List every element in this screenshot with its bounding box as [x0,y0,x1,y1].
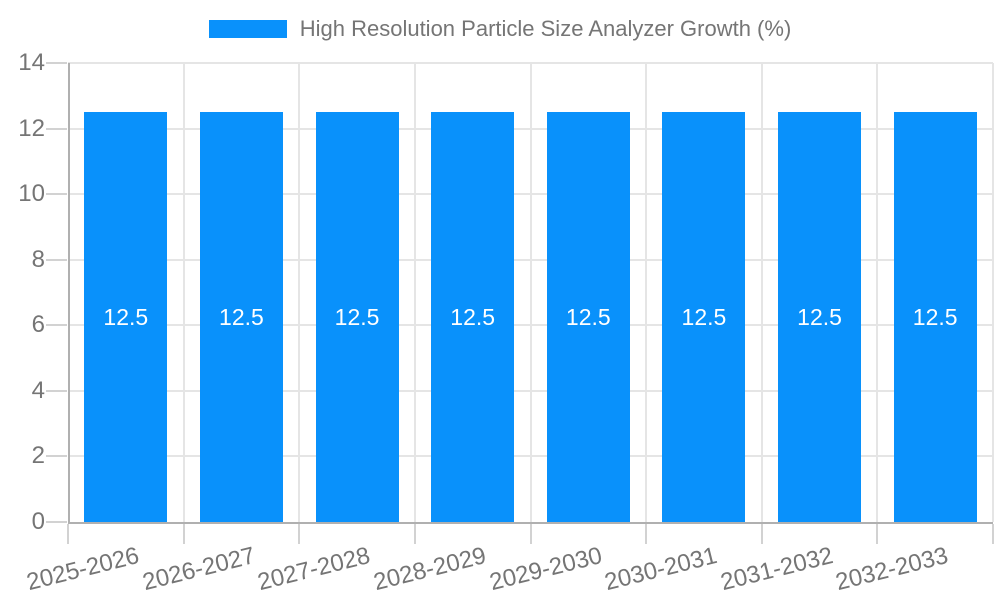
y-axis-tick-label: 6 [31,311,45,339]
bar [662,112,746,522]
bar [431,112,515,522]
y-axis-tick [46,324,67,327]
bar-value-label: 12.5 [681,304,727,331]
gridline-vertical [992,63,994,522]
bar [199,112,283,522]
y-axis-tick [46,455,67,458]
y-axis-tick [46,521,67,523]
gridline-vertical [182,63,185,522]
y-axis-tick [46,258,67,261]
bar-value-label: 12.5 [912,304,958,331]
x-axis-category-label: 2031-2032 [717,542,836,597]
bar-value-label: 12.5 [219,304,264,331]
gridline-vertical [760,63,763,522]
x-axis-tick [876,524,879,544]
x-axis-category-label: 2027-2028 [255,542,374,597]
x-axis-category-label: 2029-2030 [486,542,605,597]
y-axis-tick [46,62,67,64]
x-axis-category-label: 2032-2033 [833,542,952,597]
bar-value-label: 12.5 [103,304,149,331]
y-axis-tick [46,389,67,392]
bar-value-label: 12.5 [450,304,496,331]
x-axis-tick [992,524,994,544]
x-axis-line [68,522,993,524]
x-axis-tick [298,524,301,544]
x-axis-tick [645,524,648,544]
bar-value-label: 12.5 [334,304,380,331]
x-axis-category-label: 2028-2029 [370,542,489,597]
y-axis-tick-label: 14 [18,49,45,76]
x-axis-tick [413,524,416,544]
bar [84,112,168,522]
y-axis-tick-label: 4 [31,376,45,404]
y-axis-tick-label: 10 [18,180,45,208]
bar [778,112,862,522]
x-axis-tick [529,524,532,544]
y-axis-tick [46,193,67,196]
y-axis-tick-label: 0 [31,508,45,535]
x-axis-tick [182,524,185,544]
x-axis-category-label: 2025-2026 [23,542,142,597]
x-axis-tick [760,524,763,544]
y-axis-tick [46,127,67,130]
gridline-vertical [876,63,879,522]
bar [546,112,630,522]
x-axis-category-label: 2030-2031 [602,542,720,597]
legend-label: High Resolution Particle Size Analyzer G… [299,16,792,41]
bar [893,112,977,522]
gridline-vertical [298,63,301,522]
y-axis-tick-label: 12 [18,114,45,142]
chart-legend[interactable]: High Resolution Particle Size Analyzer G… [0,16,1000,42]
bar [315,112,399,522]
gridline-vertical [645,63,648,522]
x-axis-tick [67,524,69,544]
y-axis-tick-label: 2 [31,442,45,470]
legend-swatch [208,20,287,39]
bar-value-label: 12.5 [565,304,611,331]
gridline-vertical [529,63,532,522]
y-axis-line [68,63,70,524]
y-axis-tick-label: 8 [31,245,45,273]
x-axis-category-label: 2026-2027 [139,542,258,597]
bar-value-label: 12.5 [797,304,842,331]
gridline-vertical [413,63,416,522]
